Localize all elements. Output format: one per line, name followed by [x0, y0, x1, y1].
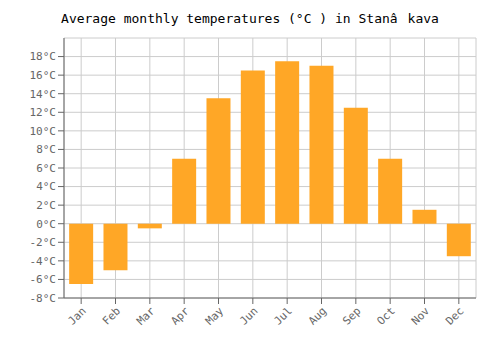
svg-text:Aug: Aug — [306, 304, 329, 327]
svg-text:Jun: Jun — [237, 304, 260, 327]
svg-text:6°C: 6°C — [36, 162, 56, 175]
svg-text:Oct: Oct — [375, 304, 398, 327]
svg-text:Jul: Jul — [272, 304, 295, 327]
svg-text:May: May — [203, 304, 227, 328]
svg-text:Sep: Sep — [340, 304, 363, 327]
svg-text:Dec: Dec — [443, 304, 466, 327]
html-text:Average monthly temperatures (: Average monthly temperatures (°C ) in St… — [61, 11, 439, 26]
svg-text:Apr: Apr — [169, 304, 193, 328]
svg-text:-4°C: -4°C — [30, 255, 57, 268]
svg-text:2°C: 2°C — [36, 199, 56, 212]
svg-text:Jan: Jan — [66, 304, 89, 327]
svg-text:0°C: 0°C — [36, 218, 56, 231]
svg-text:Mar: Mar — [134, 304, 158, 328]
svg-text:-6°C: -6°C — [30, 273, 57, 286]
svg-text:4°C: 4°C — [36, 180, 56, 193]
svg-text:14°C: 14°C — [30, 88, 57, 101]
svg-text:-8°C: -8°C — [30, 292, 57, 305]
svg-text:Nov: Nov — [409, 304, 433, 328]
svg-text:12°C: 12°C — [30, 106, 57, 119]
svg-text:16°C: 16°C — [30, 69, 57, 82]
svg-text:-2°C: -2°C — [30, 236, 57, 249]
svg-text:8°C: 8°C — [36, 143, 56, 156]
svg-text:10°C: 10°C — [30, 125, 57, 138]
svg-text:18°C: 18°C — [30, 50, 57, 63]
svg-text:Feb: Feb — [100, 304, 123, 327]
